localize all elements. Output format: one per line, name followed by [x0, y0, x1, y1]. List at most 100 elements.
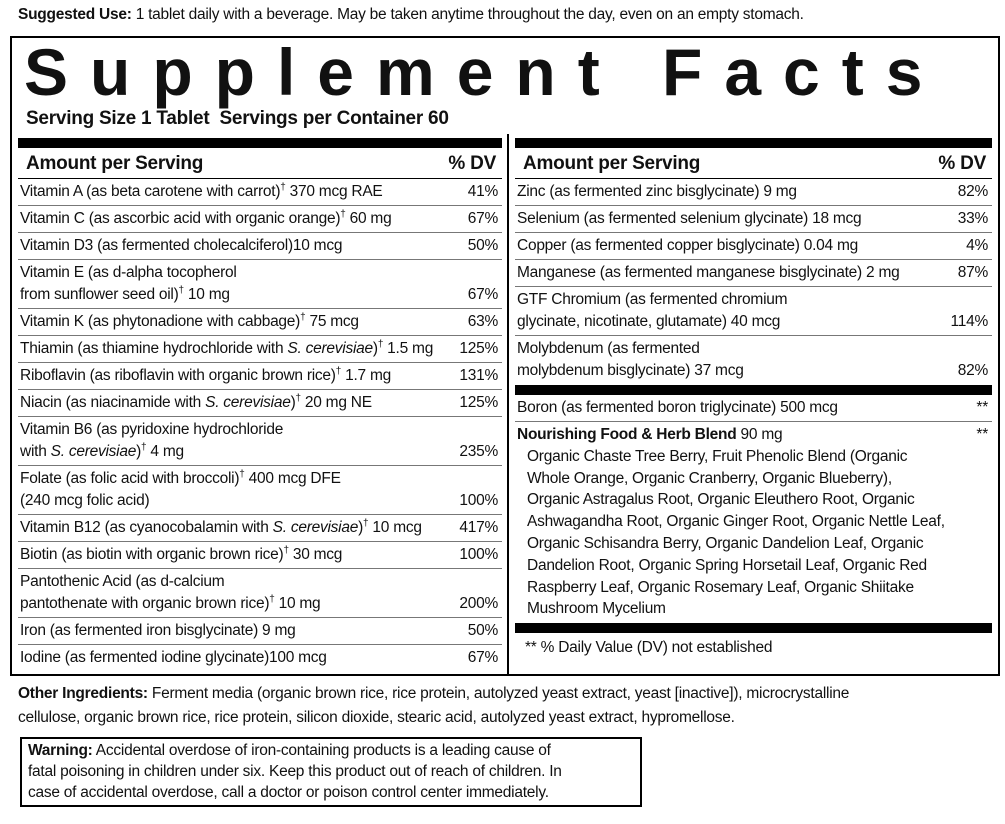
text: Iron (as fermented iron bisglycinate) 9 … [20, 622, 296, 639]
text: ) [290, 394, 296, 411]
text: Thiamin (as thiamine hydrochloride with [20, 340, 288, 357]
blend-ingredients: Organic Chaste Tree Berry, Fruit Phenoli… [527, 447, 945, 618]
text: 10 mg [183, 286, 230, 303]
column-header: Amount per Serving % DV [515, 138, 992, 179]
text: Selenium (as fermented selenium glycinat… [517, 210, 862, 227]
text: Manganese (as fermented manganese bisgly… [517, 264, 900, 281]
blend-amount: 90 mg [736, 426, 783, 443]
text: 1 tablet daily with a beverage. May be t… [131, 6, 804, 23]
nutrient-row: Boron (as fermented boron triglycinate) … [515, 395, 992, 421]
daily-value: 67% [467, 286, 499, 303]
nutrient-name: Riboflavin (as riboflavin with organic b… [20, 365, 502, 387]
daily-value: 114% [950, 313, 989, 330]
nutrient-row: Vitamin K (as phytonadione with cabbage)… [18, 309, 502, 336]
suggested-use: Suggested Use: 1 tablet daily with a bev… [18, 6, 804, 24]
italic-text: S. cerevisiae [272, 519, 359, 536]
nutrient-name: Niacin (as niacinamide with S. cerevisia… [20, 392, 502, 414]
nutrient-row: Vitamin D3 (as fermented cholecalciferol… [18, 233, 502, 260]
nutrient-name: Iodine (as fermented iodine glycinate)10… [20, 647, 502, 669]
daily-value: 4% [966, 237, 988, 254]
separator-bar [515, 623, 992, 634]
amount-header: Amount per Serving [523, 153, 701, 174]
nutrient-name: Iron (as fermented iron bisglycinate) 9 … [20, 620, 502, 642]
dagger: † [377, 338, 384, 350]
dagger: † [295, 392, 302, 404]
text: 20 mg NE [300, 394, 372, 411]
nutrient-name: Manganese (as fermented manganese bisgly… [517, 262, 992, 284]
nutrient-row: Pantothenic Acid (as d-calcium pantothen… [18, 569, 502, 618]
daily-value: 82% [957, 362, 989, 379]
text: 1.5 mg [383, 340, 434, 357]
rows: Vitamin A (as beta carotene with carrot)… [18, 179, 502, 671]
nutrient-row: Zinc (as fermented zinc bisglycinate) 9 … [515, 179, 992, 206]
daily-value: 125% [459, 340, 498, 357]
facts-title: Supplement Facts [24, 35, 945, 109]
italic-text: S. cerevisiae [50, 443, 137, 460]
dagger: † [300, 311, 306, 323]
nutrient-row: Iron (as fermented iron bisglycinate) 9 … [18, 618, 502, 645]
nutrient-name: Vitamin E (as d-alpha tocopherol from su… [20, 262, 502, 306]
nutrient-name: Copper (as fermented copper bisglycinate… [517, 235, 992, 257]
text: 370 mcg RAE [285, 183, 383, 200]
nutrient-row: Vitamin B12 (as cyanocobalamin with S. c… [18, 515, 502, 542]
text: ) [372, 340, 378, 357]
daily-value: 82% [957, 183, 989, 200]
nutrient-name: Vitamin K (as phytonadione with cabbage)… [20, 311, 502, 333]
dagger: † [280, 181, 286, 193]
text: Vitamin C (as ascorbic acid with organic… [20, 210, 341, 227]
column-divider [507, 134, 509, 674]
nutrient-row: Selenium (as fermented selenium glycinat… [515, 206, 992, 233]
nutrient-name: Zinc (as fermented zinc bisglycinate) 9 … [517, 181, 992, 203]
text: Iodine (as fermented iodine glycinate)10… [20, 649, 327, 666]
nutrient-name: Folate (as folic acid with broccoli)† 40… [20, 468, 502, 512]
text: 30 mcg [288, 546, 343, 563]
text: Accidental overdose of iron-containing p… [28, 742, 562, 801]
text: 60 mg [345, 210, 392, 227]
footnote: ** % Daily Value (DV) not established [525, 639, 773, 657]
blend-name: Nourishing Food & Herb Blend [517, 426, 737, 443]
text: ) [358, 519, 364, 536]
nutrient-name: Vitamin B6 (as pyridoxine hydrochloride … [20, 419, 502, 463]
daily-value: 50% [467, 622, 499, 639]
nutrient-name: Vitamin B12 (as cyanocobalamin with S. c… [20, 517, 502, 539]
nutrient-name: Biotin (as biotin with organic brown ric… [20, 544, 502, 566]
dv-header: % DV [448, 153, 496, 174]
text: Vitamin A (as beta carotene with carrot) [20, 183, 281, 200]
separator-bar [515, 385, 992, 395]
label: Suggested Use: [18, 6, 132, 23]
daily-value: 67% [467, 210, 499, 227]
text: Vitamin K (as phytonadione with cabbage) [20, 313, 301, 330]
text: Vitamin D3 (as fermented cholecalciferol… [20, 237, 343, 254]
nutrient-name: Thiamin (as thiamine hydrochloride with … [20, 338, 502, 360]
text: Boron (as fermented boron triglycinate) … [517, 399, 838, 416]
nutrient-row: Biotin (as biotin with organic brown ric… [18, 542, 502, 569]
left-column: Amount per Serving % DV Vitamin A (as beta… [18, 138, 502, 671]
text: Pantothenic Acid (as d-calcium pantothen… [20, 573, 270, 612]
nutrient-row: Thiamin (as thiamine hydrochloride with … [18, 336, 502, 363]
nutrient-row: Molybdenum (as fermented molybdenum bisg… [515, 336, 992, 384]
daily-value: 200% [459, 595, 498, 612]
daily-value: 50% [467, 237, 499, 254]
nutrient-name: Vitamin A (as beta carotene with carrot)… [20, 181, 502, 203]
text: Niacin (as niacinamide with [20, 394, 206, 411]
italic-text: S. cerevisiae [205, 394, 291, 411]
blend-heading: Nourishing Food & Herb Blend 90 mg [517, 424, 992, 446]
daily-value: 67% [467, 649, 499, 666]
right-column: Amount per Serving % DV Zinc (as fermented… [515, 138, 992, 657]
nutrient-row: Vitamin C (as ascorbic acid with organic… [18, 206, 502, 233]
daily-value: 131% [459, 367, 498, 384]
nutrient-row: Iodine (as fermented iodine glycinate)10… [18, 645, 502, 671]
daily-value: ** [976, 399, 988, 416]
herb-blend: Nourishing Food & Herb Blend 90 mg ** Orga… [515, 421, 992, 622]
nutrient-row: Riboflavin (as riboflavin with organic b… [18, 363, 502, 390]
text: 10 mcg [368, 519, 422, 536]
nutrient-name: GTF Chromium (as fermented chromium glyc… [517, 289, 992, 333]
text: Molybdenum (as fermented molybdenum bisg… [517, 340, 744, 379]
amount-header: Amount per Serving [26, 153, 204, 174]
text: 4 mg [146, 443, 184, 460]
dagger: † [335, 365, 342, 377]
daily-value: 417% [459, 519, 498, 536]
text: Folate (as folic acid with broccoli) [20, 470, 240, 487]
nutrient-name: Pantothenic Acid (as d-calcium pantothen… [20, 571, 502, 615]
daily-value: 235% [459, 443, 498, 460]
